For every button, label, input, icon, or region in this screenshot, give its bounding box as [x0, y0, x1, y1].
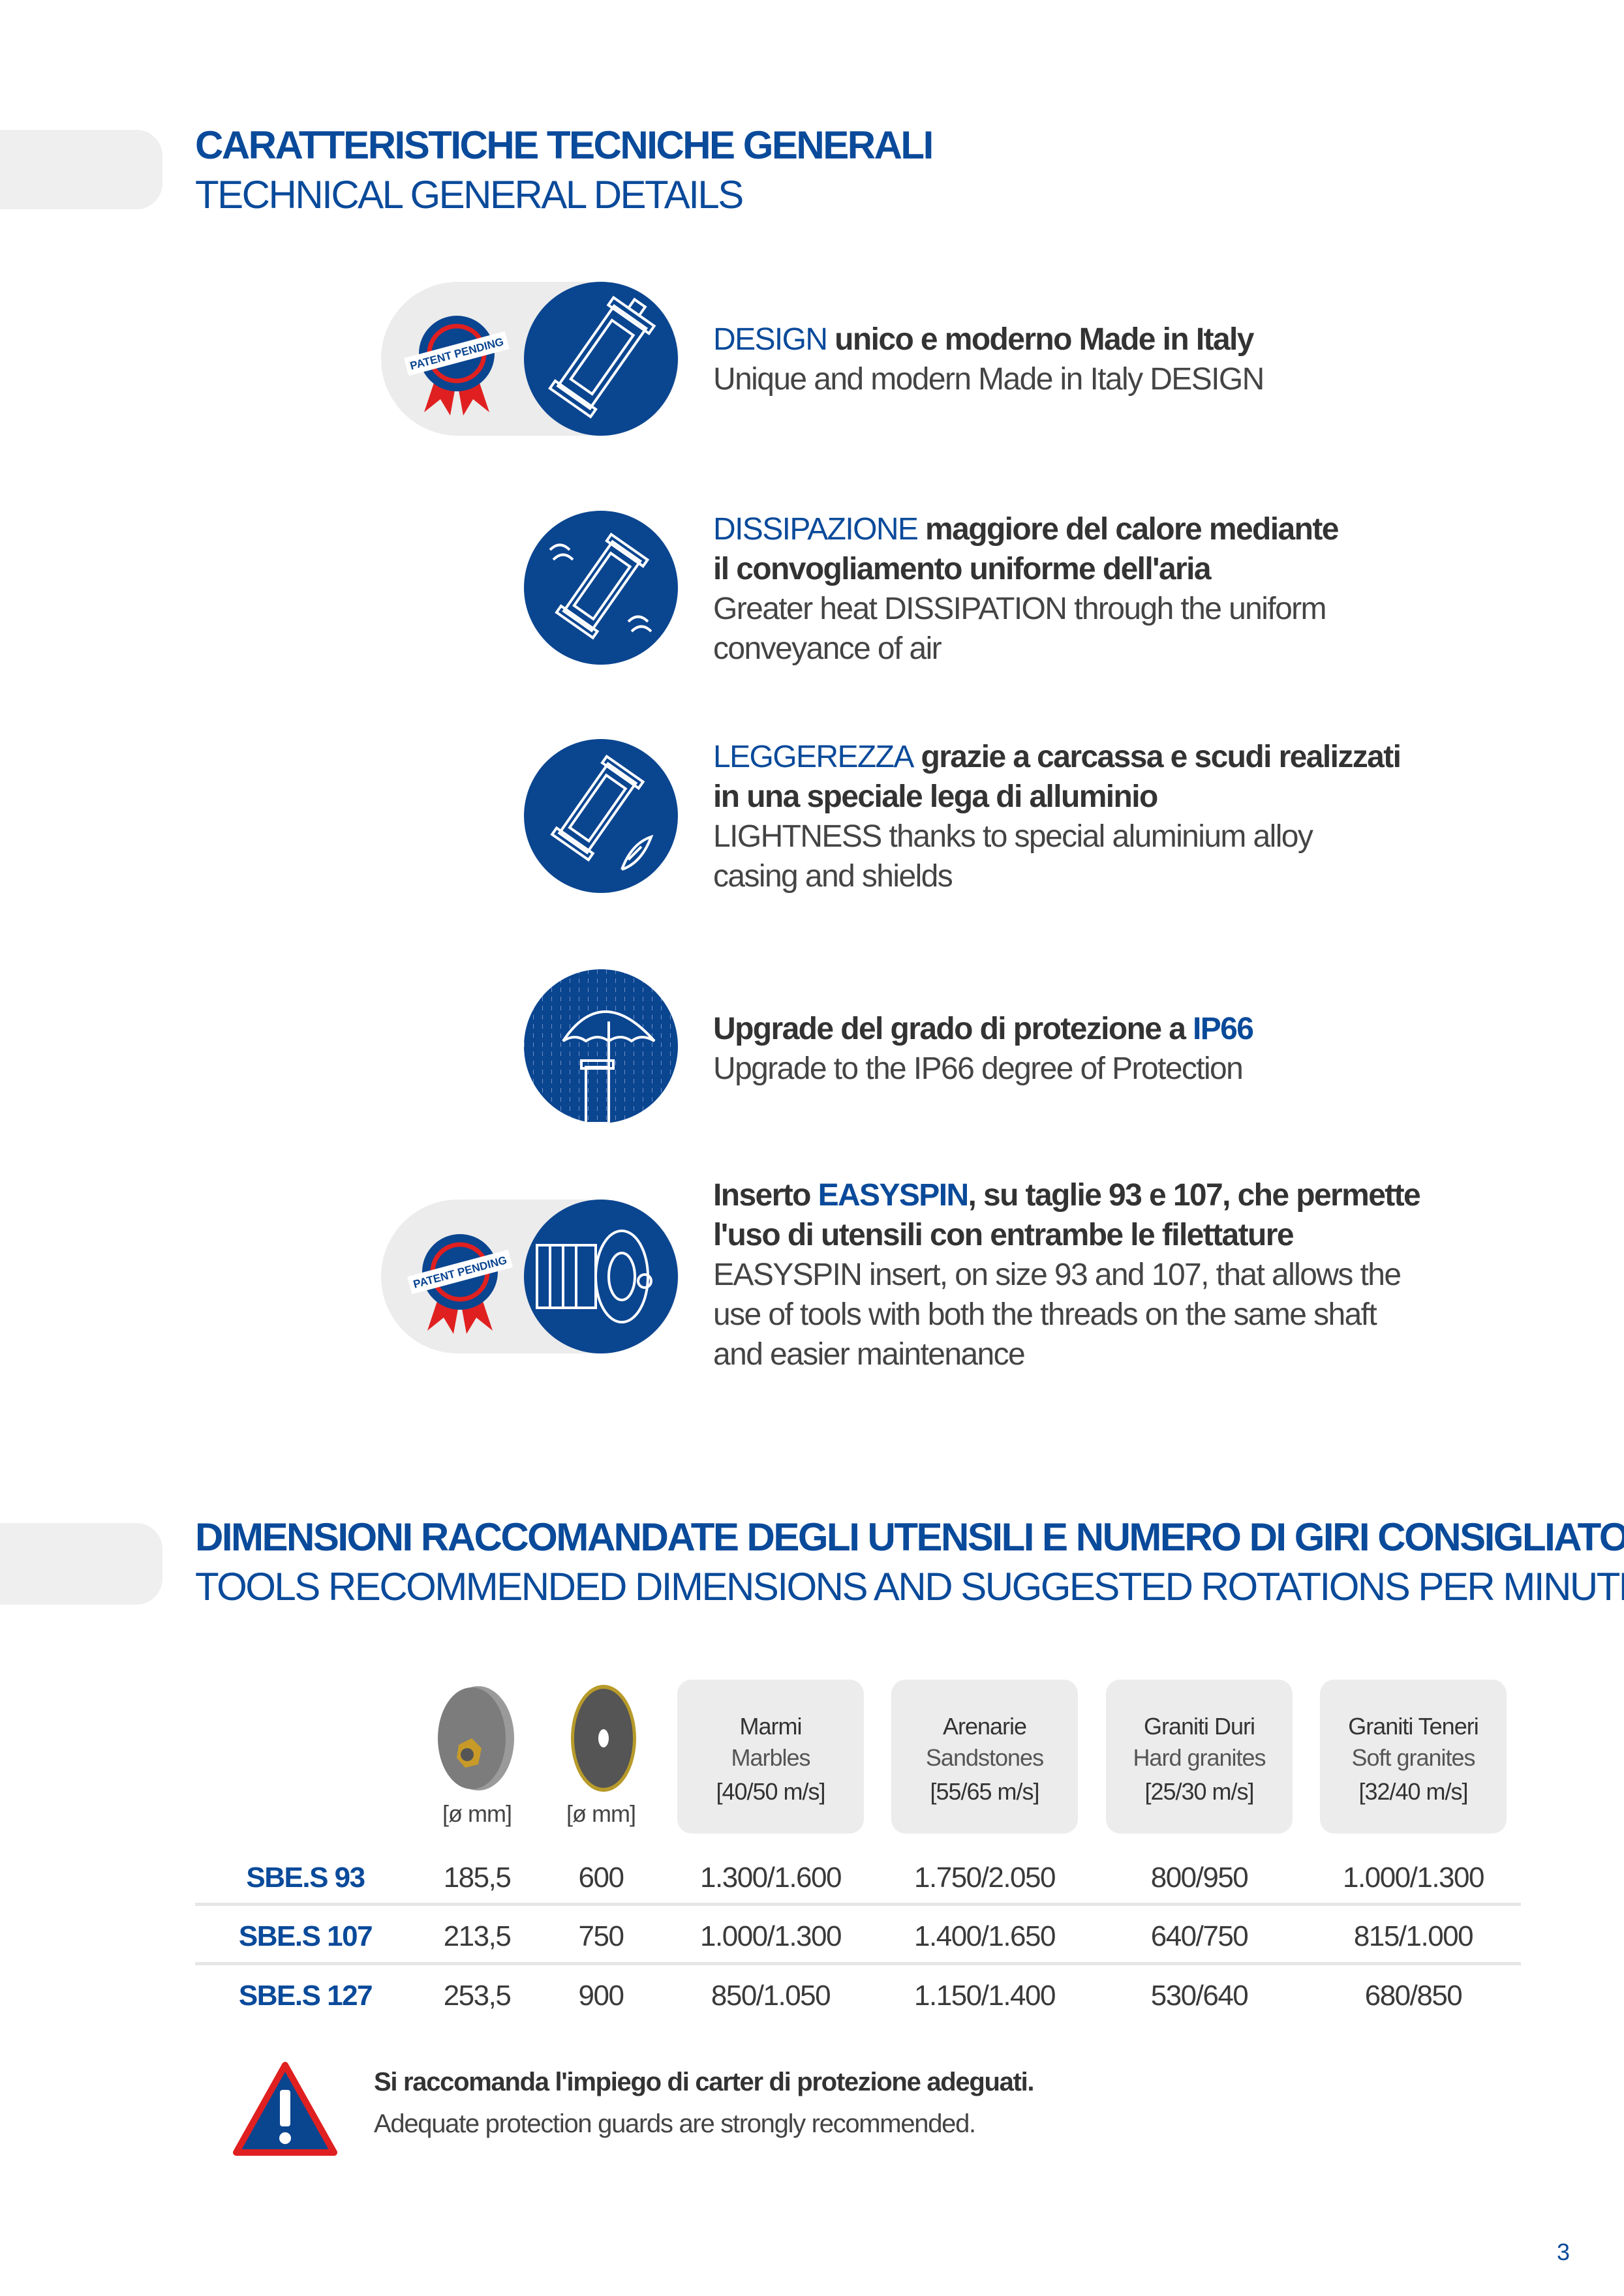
model-label: SBE.S 93: [246, 1862, 365, 1894]
patent-pending-badge-icon: PATENT PENDING: [404, 316, 510, 415]
section-title-it: DIMENSIONI RACCOMANDATE DEGLI UTENSILI E…: [195, 1515, 1624, 1559]
feature-text-it: maggiore del calore mediante: [917, 512, 1339, 547]
table-cell: 185,5: [443, 1862, 512, 1894]
column-header-unit: [ø mm]: [566, 1800, 636, 1827]
feature-keyword: IP66: [1193, 1012, 1254, 1046]
table-cell: 815/1.000: [1353, 1920, 1474, 1952]
warning-text-en: Adequate protection guards are strongly …: [374, 2109, 976, 2138]
table-cell: 850/1.050: [711, 1980, 831, 2012]
table-row: SBE.S 93 185,5 600 1.300/1.600 1.750/2.050 80…: [195, 1849, 1521, 1907]
feature-text-it: Upgrade del grado di protezione a: [713, 1012, 1193, 1046]
umbrella-rain-icon: [524, 969, 678, 1123]
table-cell: 800/950: [1150, 1862, 1249, 1894]
column-header-soft-granites: Graniti Teneri Soft granites [32/40 m/s]: [1320, 1680, 1507, 1834]
feature-text-en-line2: conveyance of air: [713, 631, 942, 666]
feature-text-en-line3: and easier maintenance: [713, 1337, 1026, 1372]
section-tab-decoration: [0, 1523, 162, 1605]
section-title-en: TOOLS RECOMMENDED DIMENSIONS AND SUGGEST…: [195, 1565, 1624, 1609]
feature-text-en-line2: casing and shields: [713, 859, 953, 894]
feature-keyword: EASYSPIN: [818, 1178, 970, 1213]
feature-text-en: Greater heat DISSIPATION through the uni…: [713, 592, 1327, 626]
feature-text-it-line2: l'uso di utensili con entrambe le filett…: [713, 1218, 1295, 1252]
column-header-hard-granites: Graniti Duri Hard granites [25/30 m/s]: [1106, 1680, 1293, 1834]
column-header-marbles: Marmi Marbles [40/50 m/s]: [677, 1680, 864, 1834]
section-title-en: TECHNICAL GENERAL DETAILS: [195, 173, 744, 217]
table-cell: 1.750/2.050: [914, 1862, 1056, 1894]
table-cell: 1.000/1.300: [700, 1920, 842, 1952]
row-divider: [195, 1962, 1521, 1965]
feature-text-it-line2: il convogliamento uniforme dell'aria: [713, 552, 1212, 586]
model-label: SBE.S 107: [238, 1920, 373, 1952]
feature-text-en: Upgrade to the IP66 degree of Protection: [713, 1051, 1244, 1086]
feature-keyword: DISSIPAZIONE: [713, 512, 919, 547]
table-cell: 530/640: [1150, 1980, 1249, 2012]
warning-text-it: Si raccomanda l'impiego di carter di pro…: [374, 2068, 1035, 2096]
table-cell: 213,5: [443, 1920, 512, 1952]
motor-airflow-icon: [524, 511, 678, 665]
table-cell: 900: [578, 1980, 624, 2012]
warning-triangle-icon: [233, 2062, 337, 2156]
table-cell: 253,5: [443, 1980, 512, 2012]
table-cell: 1.300/1.600: [700, 1862, 842, 1894]
feature-keyword: DESIGN: [713, 322, 828, 357]
feature-text-en: Unique and modern Made in Italy DESIGN: [713, 362, 1264, 397]
feature-text-it-line2: in una speciale lega di alluminio: [713, 779, 1158, 814]
section-title-it: CARATTERISTICHE TECNICHE GENERALI: [195, 123, 934, 167]
table-cell: 600: [578, 1862, 624, 1894]
table-cell: 1.000/1.300: [1343, 1862, 1484, 1894]
diamond-blade-tool-icon: [571, 1685, 636, 1792]
patent-pending-badge-icon: PATENT PENDING: [407, 1234, 513, 1334]
row-divider: [195, 1903, 1521, 1906]
table-cell: 680/850: [1364, 1980, 1463, 2012]
feature-text-it-rest: , su taglie 93 e 107, che permette: [968, 1178, 1421, 1213]
table-cell: 1.400/1.650: [914, 1920, 1056, 1952]
feature-text-en: LIGHTNESS thanks to special aluminium al…: [713, 819, 1313, 854]
motor-feather-icon: [524, 739, 678, 893]
easyspin-shaft-icon: [524, 1200, 678, 1353]
section-tab-decoration: [0, 130, 162, 209]
motor-outline-icon: [524, 282, 678, 436]
table-cell: 640/750: [1150, 1920, 1249, 1952]
column-header-unit: [ø mm]: [442, 1800, 512, 1827]
feature-text-it: unico e moderno Made in Italy: [827, 322, 1254, 357]
feature-text-it: Inserto: [713, 1178, 818, 1213]
feature-text-en: EASYSPIN insert, on size 93 and 107, tha…: [713, 1258, 1402, 1292]
column-header-sandstones: Arenarie Sandstones [55/65 m/s]: [891, 1680, 1078, 1834]
table-cell: 1.150/1.400: [914, 1980, 1056, 2012]
feature-text-en-line2: use of tools with both the threads on th…: [713, 1297, 1377, 1332]
table-row: SBE.S 127 253,5 900 850/1.050 1.150/1.400 530…: [195, 1967, 1521, 2025]
model-label: SBE.S 127: [238, 1980, 373, 2012]
table-cell: 750: [578, 1920, 624, 1952]
feature-text-it: grazie a carcassa e scudi realizzati: [913, 740, 1401, 774]
feature-keyword: LEGGEREZZA: [713, 740, 914, 774]
table-row: SBE.S 107 213,5 750 1.000/1.300 1.400/1.650 6…: [195, 1907, 1521, 1966]
profile-wheel-tool-icon: [438, 1686, 514, 1790]
page-number: 3: [1557, 2239, 1570, 2265]
